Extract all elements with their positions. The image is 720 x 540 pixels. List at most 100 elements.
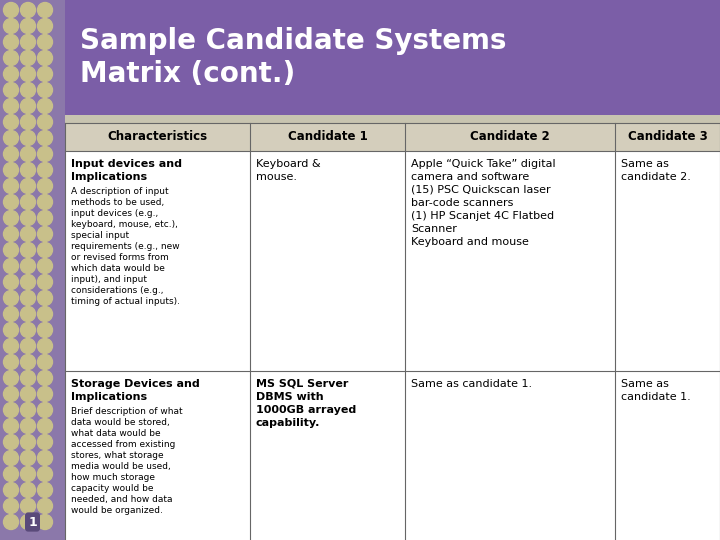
Circle shape (4, 66, 19, 82)
Circle shape (37, 435, 53, 449)
Circle shape (20, 450, 35, 465)
Circle shape (4, 194, 19, 210)
Circle shape (4, 291, 19, 306)
Circle shape (20, 483, 35, 497)
Circle shape (4, 3, 19, 17)
Circle shape (4, 211, 19, 226)
Circle shape (4, 483, 19, 497)
Text: 1: 1 (28, 516, 37, 529)
Text: Characteristics: Characteristics (107, 131, 207, 144)
Text: 1000GB arrayed: 1000GB arrayed (256, 405, 356, 415)
Circle shape (20, 146, 35, 161)
Circle shape (37, 179, 53, 193)
Circle shape (20, 274, 35, 289)
Circle shape (37, 242, 53, 258)
Circle shape (4, 467, 19, 482)
Circle shape (4, 131, 19, 145)
Circle shape (20, 18, 35, 33)
Text: would be organized.: would be organized. (71, 506, 163, 515)
Text: A description of input: A description of input (71, 187, 168, 196)
Circle shape (20, 83, 35, 98)
Bar (65, 115, 720, 123)
Circle shape (20, 3, 35, 17)
Circle shape (37, 322, 53, 338)
Circle shape (20, 307, 35, 321)
Circle shape (37, 402, 53, 417)
Circle shape (37, 146, 53, 161)
Text: Keyboard &: Keyboard & (256, 159, 320, 169)
Text: capability.: capability. (256, 418, 320, 428)
Circle shape (4, 259, 19, 273)
Bar (0, 0, 65, 540)
Text: timing of actual inputs).: timing of actual inputs). (71, 297, 180, 306)
Circle shape (4, 51, 19, 65)
Text: data would be stored,: data would be stored, (71, 418, 170, 427)
Text: Same as: Same as (621, 159, 669, 169)
Circle shape (4, 83, 19, 98)
Circle shape (4, 242, 19, 258)
Circle shape (37, 418, 53, 434)
Text: MS SQL Server: MS SQL Server (256, 379, 348, 389)
Text: Storage Devices and: Storage Devices and (71, 379, 199, 389)
Text: Input devices and: Input devices and (71, 159, 182, 169)
Text: candidate 2.: candidate 2. (621, 172, 691, 182)
Circle shape (4, 179, 19, 193)
Circle shape (4, 402, 19, 417)
Text: camera and software: camera and software (411, 172, 529, 182)
Bar (65, 371, 720, 540)
Text: media would be used,: media would be used, (71, 462, 171, 471)
Text: Candidate 2: Candidate 2 (470, 131, 550, 144)
Circle shape (37, 18, 53, 33)
Circle shape (4, 387, 19, 402)
Circle shape (20, 194, 35, 210)
Circle shape (37, 259, 53, 273)
Circle shape (37, 354, 53, 369)
Text: methods to be used,: methods to be used, (71, 198, 164, 207)
Text: accessed from existing: accessed from existing (71, 440, 176, 449)
Circle shape (20, 98, 35, 113)
Circle shape (20, 179, 35, 193)
Text: or revised forms from: or revised forms from (71, 253, 168, 262)
Text: requirements (e.g., new: requirements (e.g., new (71, 242, 179, 251)
Circle shape (37, 83, 53, 98)
Text: Implications: Implications (71, 172, 147, 182)
Text: input devices (e.g.,: input devices (e.g., (71, 209, 158, 218)
Circle shape (20, 114, 35, 130)
Circle shape (4, 370, 19, 386)
Circle shape (37, 467, 53, 482)
Circle shape (20, 35, 35, 50)
Text: Candidate 1: Candidate 1 (287, 131, 367, 144)
Circle shape (37, 307, 53, 321)
Text: Scanner: Scanner (411, 224, 457, 234)
Text: (1) HP Scanjet 4C Flatbed: (1) HP Scanjet 4C Flatbed (411, 211, 554, 221)
Circle shape (20, 467, 35, 482)
Circle shape (20, 226, 35, 241)
Circle shape (20, 387, 35, 402)
Text: which data would be: which data would be (71, 264, 165, 273)
Text: Sample Candidate Systems
Matrix (cont.): Sample Candidate Systems Matrix (cont.) (80, 27, 506, 88)
Circle shape (37, 339, 53, 354)
Text: bar-code scanners: bar-code scanners (411, 198, 513, 208)
Circle shape (37, 450, 53, 465)
Circle shape (37, 226, 53, 241)
Circle shape (20, 51, 35, 65)
Circle shape (37, 131, 53, 145)
Circle shape (4, 515, 19, 530)
Circle shape (20, 515, 35, 530)
Circle shape (4, 322, 19, 338)
Text: needed, and how data: needed, and how data (71, 495, 173, 504)
Text: special input: special input (71, 231, 129, 240)
Text: Keyboard and mouse: Keyboard and mouse (411, 237, 529, 247)
Text: keyboard, mouse, etc.),: keyboard, mouse, etc.), (71, 220, 178, 229)
Circle shape (20, 131, 35, 145)
Circle shape (37, 387, 53, 402)
Circle shape (37, 194, 53, 210)
Circle shape (37, 211, 53, 226)
Circle shape (20, 163, 35, 178)
Circle shape (4, 98, 19, 113)
Circle shape (37, 114, 53, 130)
Circle shape (20, 435, 35, 449)
Circle shape (20, 66, 35, 82)
Circle shape (4, 418, 19, 434)
Circle shape (4, 274, 19, 289)
